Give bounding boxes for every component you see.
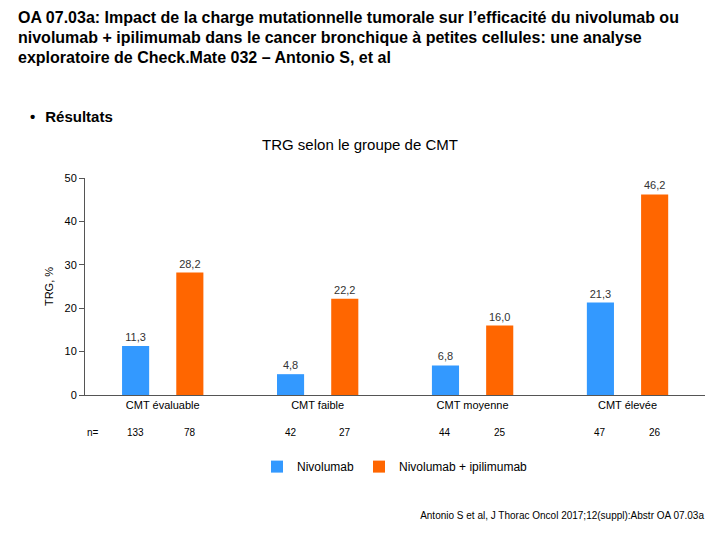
svg-text:22,2: 22,2 xyxy=(334,284,355,296)
svg-text:28,2: 28,2 xyxy=(179,258,200,270)
svg-text:CMT moyenne: CMT moyenne xyxy=(437,399,509,411)
svg-text:Nivolumab: Nivolumab xyxy=(297,460,354,474)
svg-text:26: 26 xyxy=(649,427,661,438)
svg-text:4,8: 4,8 xyxy=(283,359,298,371)
svg-text:10: 10 xyxy=(65,345,77,357)
svg-text:42: 42 xyxy=(285,427,297,438)
svg-text:27: 27 xyxy=(339,427,351,438)
svg-text:CMT évaluable: CMT évaluable xyxy=(126,399,200,411)
svg-text:46,2: 46,2 xyxy=(644,179,665,191)
svg-text:n=: n= xyxy=(87,427,99,438)
svg-text:CMT faible: CMT faible xyxy=(291,399,344,411)
svg-text:TRG selon le groupe de CMT: TRG selon le groupe de CMT xyxy=(262,136,458,153)
svg-text:21,3: 21,3 xyxy=(590,288,611,300)
svg-text:TRG, %: TRG, % xyxy=(43,267,55,306)
svg-text:25: 25 xyxy=(494,427,506,438)
svg-text:40: 40 xyxy=(65,215,77,227)
svg-text:50: 50 xyxy=(65,172,77,184)
svg-text:6,8: 6,8 xyxy=(438,350,453,362)
svg-text:44: 44 xyxy=(439,427,451,438)
svg-text:30: 30 xyxy=(65,259,77,271)
svg-text:78: 78 xyxy=(184,427,196,438)
svg-text:Nivolumab + ipilimumab: Nivolumab + ipilimumab xyxy=(399,460,527,474)
svg-text:47: 47 xyxy=(594,427,606,438)
html-text:Résultats: Résultats xyxy=(45,108,113,125)
svg-text:20: 20 xyxy=(65,302,77,314)
svg-text:16,0: 16,0 xyxy=(489,311,510,323)
svg-text:11,3: 11,3 xyxy=(125,331,146,343)
html-text:OA 07.03a: Impact de la charge: OA 07.03a: Impact de la charge mutationn… xyxy=(18,9,679,66)
svg-text:0: 0 xyxy=(71,389,77,401)
svg-text:CMT élevée: CMT élevée xyxy=(598,399,657,411)
html-text:Antonio S et al, J Thorac Onco: Antonio S et al, J Thorac Oncol 2017;12(… xyxy=(420,510,704,521)
svg-text:133: 133 xyxy=(127,427,144,438)
